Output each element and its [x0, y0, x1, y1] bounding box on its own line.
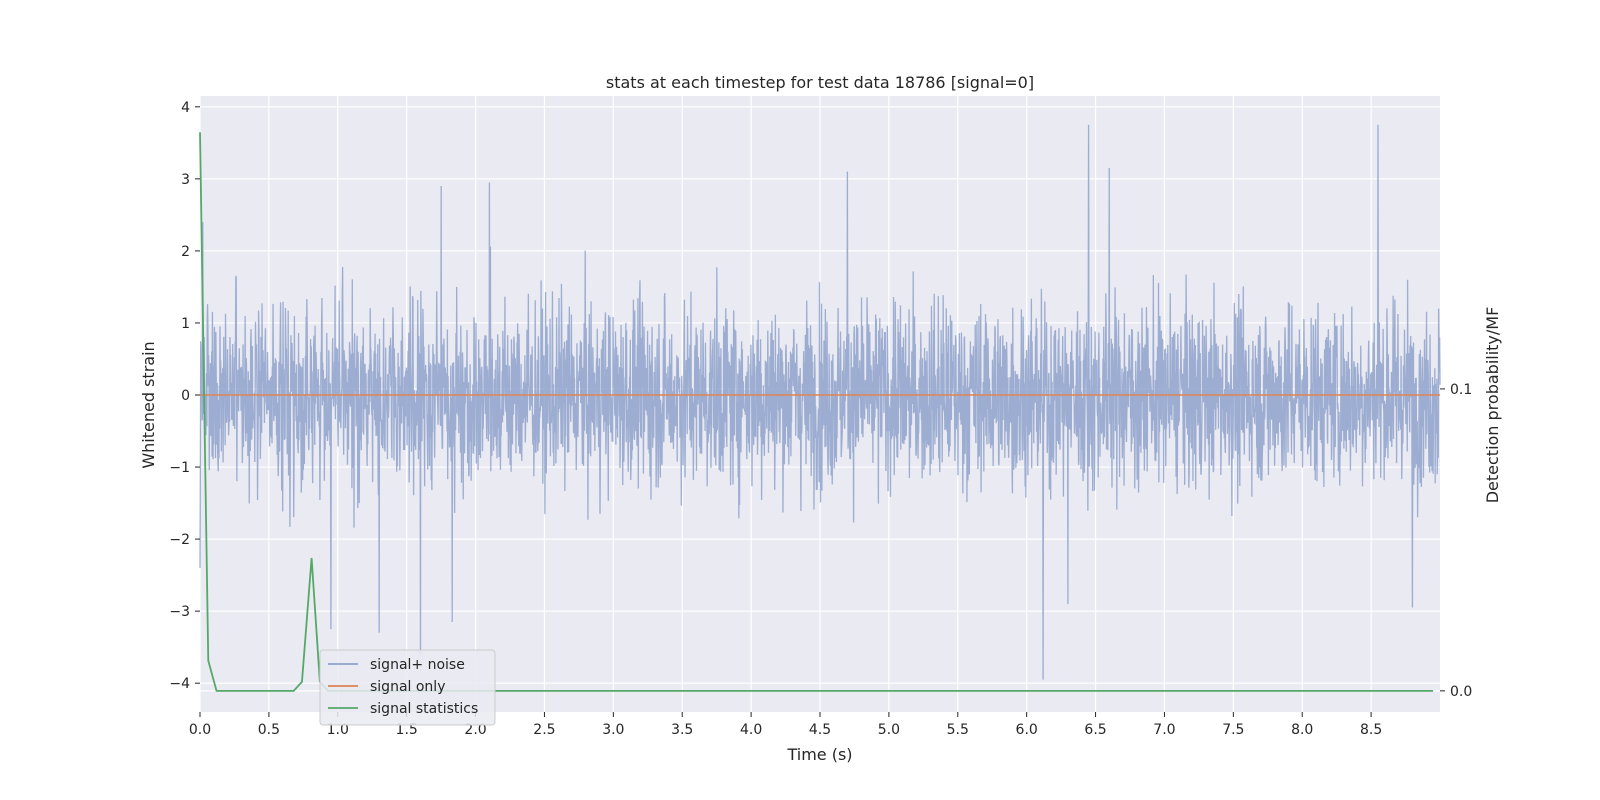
x-tick-label: 7.0: [1153, 722, 1175, 738]
x-axis-label: Time (s): [786, 745, 852, 764]
y-axis-ticks: −4 −3 −2 −1 0 1 2 3 4: [169, 100, 200, 692]
x-tick-label: 3.0: [602, 722, 624, 738]
legend: signal+ noise signal only signal statist…: [319, 649, 496, 726]
x-tick-label: 0.0: [189, 722, 211, 738]
signal-noise-series: [199, 124, 1441, 680]
signal-statistics-line: [199, 132, 1434, 692]
y-tick-label: 1: [181, 316, 190, 332]
x-tick-label: 8.0: [1291, 722, 1313, 738]
x-tick-label: 2.5: [533, 722, 555, 738]
legend-label-signal-noise: signal+ noise: [370, 657, 465, 673]
signal-noise-line: [199, 124, 1441, 680]
legend-box: [319, 649, 496, 726]
legend-label-signal-only: signal only: [370, 679, 445, 695]
x-tick-label: 5.5: [947, 722, 969, 738]
x-tick-label: 8.5: [1360, 722, 1382, 738]
x-tick-label: 1.0: [327, 722, 349, 738]
y2-tick-label: 0.1: [1450, 382, 1472, 398]
chart-title: stats at each timestep for test data 187…: [606, 73, 1034, 92]
y-axis-label: Whitened strain: [139, 341, 158, 468]
x-tick-label: 3.5: [671, 722, 693, 738]
y-tick-label: −4: [169, 676, 190, 692]
x-tick-label: 7.5: [1222, 722, 1244, 738]
y-tick-label: −1: [169, 460, 190, 476]
x-tick-label: 0.5: [258, 722, 280, 738]
x-tick-label: 1.5: [396, 722, 418, 738]
signal-statistics-series: [199, 132, 1434, 692]
legend-label-signal-statistics: signal statistics: [370, 701, 478, 717]
x-tick-label: 2.0: [464, 722, 486, 738]
y-tick-label: 0: [181, 388, 190, 404]
x-tick-label: 6.5: [1084, 722, 1106, 738]
y-tick-label: 4: [181, 100, 190, 116]
y2-axis-ticks: 0.0 0.1: [1440, 382, 1472, 700]
x-axis-ticks: 0.0 0.5 1.0 1.5 2.0 2.5 3.0 3.5 4.0 4.5 5.0 5.5 6.0 6…: [189, 712, 1382, 738]
y-tick-label: −2: [169, 532, 190, 548]
x-tick-label: 5.0: [878, 722, 900, 738]
x-tick-label: 4.5: [809, 722, 831, 738]
x-tick-label: 6.0: [1016, 722, 1038, 738]
x-tick-label: 4.0: [740, 722, 762, 738]
y2-axis-label: Detection probability/MF: [1483, 307, 1502, 504]
y2-tick-label: 0.0: [1450, 684, 1472, 700]
y-tick-label: 2: [181, 244, 190, 260]
y-tick-label: −3: [169, 604, 190, 620]
y-tick-label: 3: [181, 172, 190, 188]
